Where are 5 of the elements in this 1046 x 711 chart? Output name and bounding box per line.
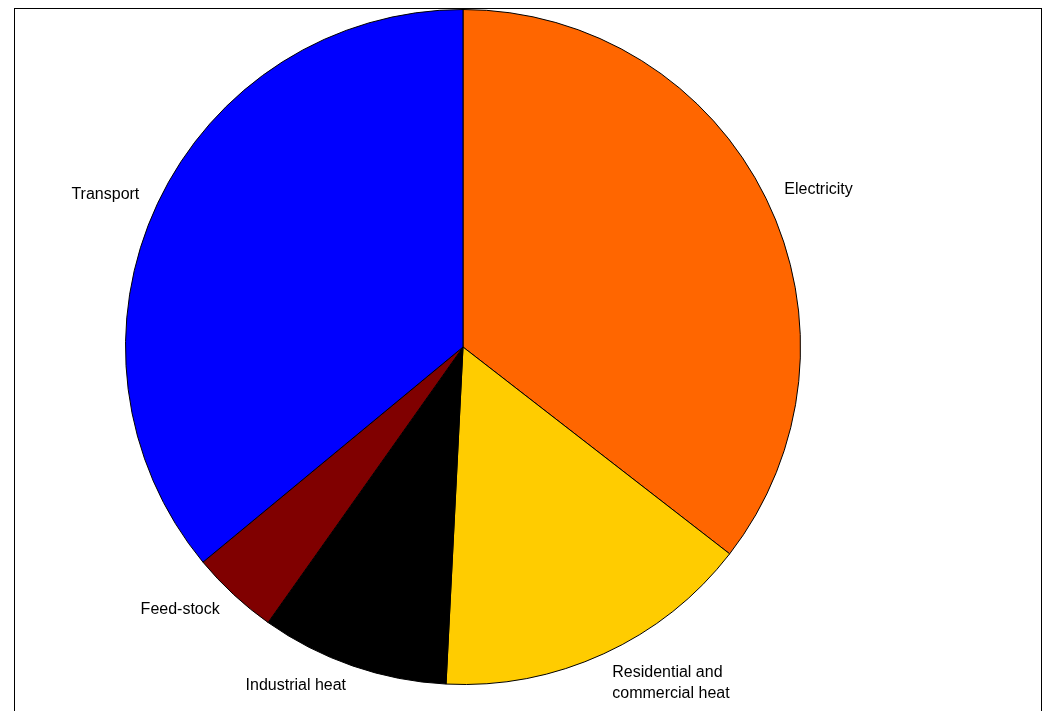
slice-label: Residential and commercial heat bbox=[612, 662, 731, 701]
slice-label: Electricity bbox=[784, 180, 853, 198]
slice-label: Feed-stock bbox=[140, 599, 221, 617]
slice-label: Industrial heat bbox=[245, 675, 347, 693]
slice-label: Transport bbox=[71, 185, 140, 203]
